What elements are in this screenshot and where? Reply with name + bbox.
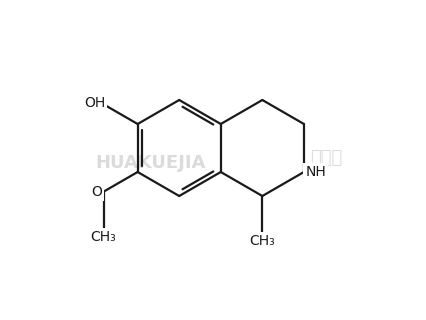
Text: NH: NH xyxy=(305,165,326,179)
Text: OH: OH xyxy=(84,96,105,110)
Text: O: O xyxy=(91,185,102,199)
Text: CH₃: CH₃ xyxy=(250,234,275,248)
Text: HUAKUEJIA: HUAKUEJIA xyxy=(95,154,205,172)
Text: CH₃: CH₃ xyxy=(91,230,116,244)
Text: 化学加: 化学加 xyxy=(310,149,342,167)
